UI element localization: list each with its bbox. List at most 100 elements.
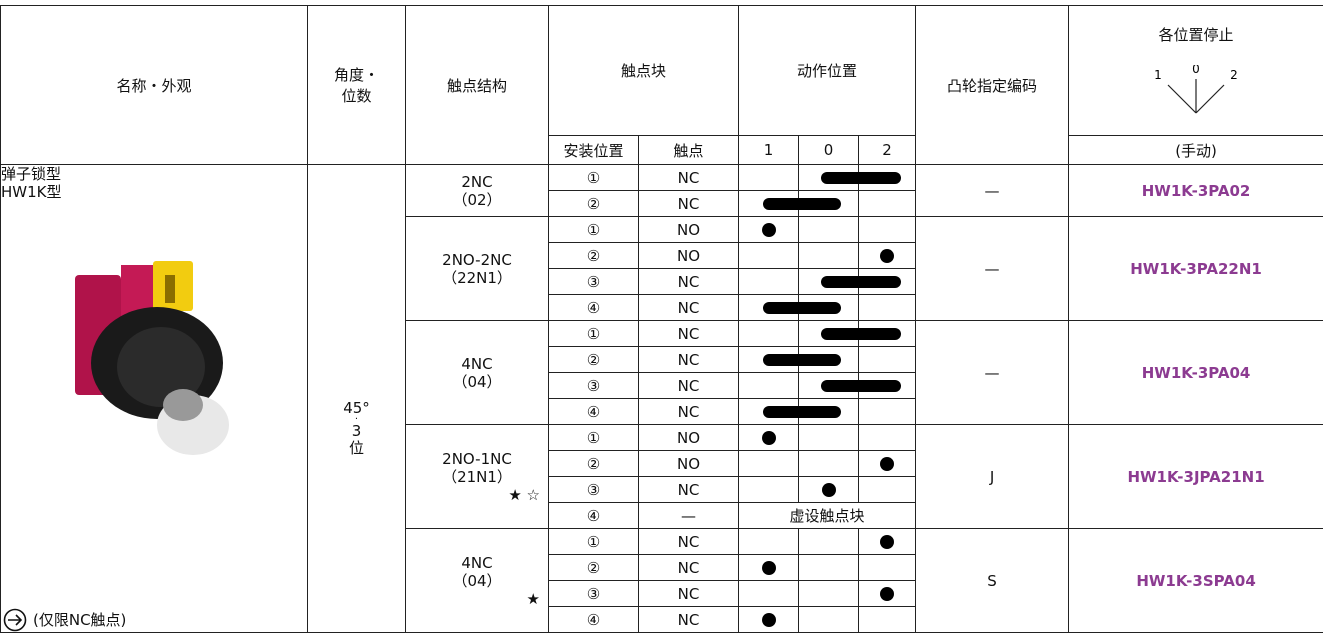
contact-cell: NC	[639, 581, 739, 607]
contact-dot	[880, 249, 894, 263]
contact-cell: NC	[639, 269, 739, 295]
action-cell	[799, 529, 859, 555]
position-cell: ①	[549, 217, 639, 243]
structure-cell: 2NO-1NC（21N1）★ ☆	[406, 425, 549, 529]
diagram-label: 2	[1230, 68, 1238, 82]
position-cell: ③	[549, 269, 639, 295]
position-cell: ②	[549, 555, 639, 581]
header-cam: 凸轮指定编码	[916, 6, 1069, 165]
cam-cell: —	[916, 321, 1069, 425]
action-cell	[859, 399, 916, 425]
diagram-label: 0	[1192, 65, 1200, 76]
action-cell	[799, 165, 859, 191]
positions-value: 3	[308, 423, 405, 440]
contact-dot	[880, 587, 894, 601]
position-cell: ②	[549, 347, 639, 373]
contact-bar	[821, 380, 901, 392]
contact-cell: NC	[639, 607, 739, 633]
action-cell	[859, 477, 916, 503]
stop-diagram: 1 0 2	[1136, 65, 1256, 117]
action-cell	[739, 269, 799, 295]
contact-cell: NO	[639, 217, 739, 243]
action-cell	[799, 373, 859, 399]
arrow-icon	[3, 608, 27, 632]
action-cell	[739, 191, 799, 217]
part-cell: HW1K-3PA22N1	[1069, 217, 1323, 321]
contact-dot	[762, 561, 776, 575]
action-cell	[739, 165, 799, 191]
spec-table: 名称・外观 角度・ 位数 触点结构 触点块 动作位置 凸轮指定编码 各位置停止 …	[0, 5, 1323, 633]
action-cell	[859, 217, 916, 243]
structure-cell: 2NO-2NC（22N1）	[406, 217, 549, 321]
contact-dot	[762, 613, 776, 627]
contact-cell: NC	[639, 477, 739, 503]
contact-bar	[763, 302, 841, 314]
structure-name: 2NC	[406, 173, 548, 191]
contact-bar	[821, 328, 901, 340]
structure-stars: ★	[406, 590, 548, 608]
header-action-col: 2	[859, 136, 916, 165]
product-model: HW1K型	[1, 183, 307, 201]
structure-code: （04）	[406, 572, 548, 590]
position-cell: ④	[549, 399, 639, 425]
structure-cell: 4NC（04）★	[406, 529, 549, 633]
contact-cell: NC	[639, 165, 739, 191]
page: 名称・外观 角度・ 位数 触点结构 触点块 动作位置 凸轮指定编码 各位置停止 …	[0, 5, 1323, 615]
contact-cell: NC	[639, 321, 739, 347]
diagram-line	[1168, 85, 1196, 113]
header-position: 安装位置	[549, 136, 639, 165]
action-cell	[799, 555, 859, 581]
product-note-row: (仅限NC触点)	[3, 608, 126, 632]
position-cell: ①	[549, 165, 639, 191]
action-cell	[859, 607, 916, 633]
contact-cell: NO	[639, 451, 739, 477]
contact-cell: NC	[639, 373, 739, 399]
action-cell	[859, 191, 916, 217]
structure-cell: 4NC（04）	[406, 321, 549, 425]
action-cell	[859, 295, 916, 321]
position-cell: ③	[549, 477, 639, 503]
action-cell	[739, 425, 799, 451]
position-cell: ④	[549, 607, 639, 633]
header-angle: 角度・ 位数	[308, 6, 406, 165]
action-cell	[739, 555, 799, 581]
header-action-col: 1	[739, 136, 799, 165]
header-action-col: 0	[799, 136, 859, 165]
action-cell	[799, 425, 859, 451]
header-stop: 各位置停止 1 0 2	[1069, 6, 1323, 136]
stop-title: 各位置停止	[1069, 24, 1323, 45]
action-cell	[739, 529, 799, 555]
contact-bar	[763, 354, 841, 366]
action-cell	[799, 451, 859, 477]
action-cell	[739, 243, 799, 269]
cam-cell: —	[916, 217, 1069, 321]
contact-dot	[762, 431, 776, 445]
position-cell: ①	[549, 425, 639, 451]
header-block: 触点块	[549, 6, 739, 136]
structure-code: （22N1）	[406, 269, 548, 287]
contact-cell: NC	[639, 191, 739, 217]
structure-name: 4NC	[406, 355, 548, 373]
action-cell	[799, 269, 859, 295]
structure-name: 2NO-1NC	[406, 450, 548, 468]
position-cell: ②	[549, 451, 639, 477]
action-cell	[799, 607, 859, 633]
action-cell	[799, 217, 859, 243]
position-cell: ③	[549, 373, 639, 399]
contact-bar	[821, 276, 901, 288]
action-cell	[739, 451, 799, 477]
contact-cell: NC	[639, 529, 739, 555]
contact-cell: —	[639, 503, 739, 529]
product-note: (仅限NC触点)	[33, 611, 126, 629]
part-cell: HW1K-3SPA04	[1069, 529, 1323, 633]
diagram-label: 1	[1154, 68, 1162, 82]
cam-cell: —	[916, 165, 1069, 217]
contact-cell: NO	[639, 425, 739, 451]
cam-cell: J	[916, 425, 1069, 529]
structure-code: （02）	[406, 191, 548, 209]
action-cell	[799, 477, 859, 503]
contact-dot	[762, 223, 776, 237]
